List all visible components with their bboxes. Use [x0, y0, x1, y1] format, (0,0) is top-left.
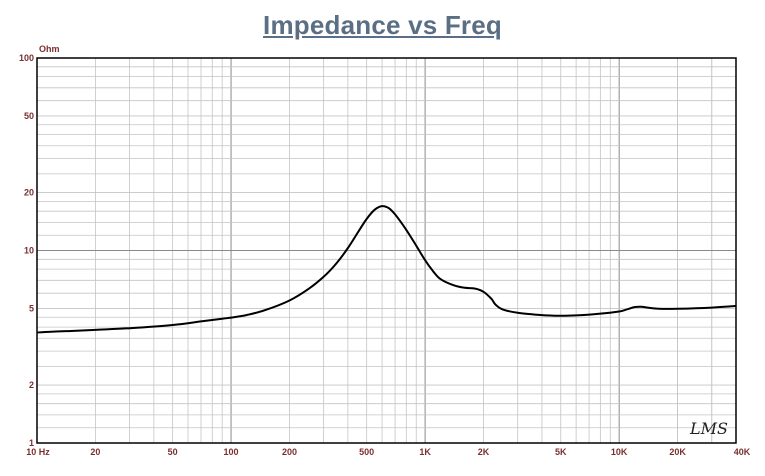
y-tick-label: 2 — [29, 380, 34, 390]
y-tick-label: 20 — [24, 188, 34, 198]
x-tick-label: 50 — [168, 447, 178, 457]
chart-title: Impedance vs Freq — [263, 10, 502, 40]
plot-frame — [36, 57, 737, 444]
x-tick-label: 10K — [611, 447, 628, 457]
x-tick-label: 100 — [224, 447, 239, 457]
x-tick-label: 20 — [90, 447, 100, 457]
x-tick-label: 10 Hz — [26, 447, 50, 457]
x-tick-label: 2K — [478, 447, 490, 457]
impedance-curve — [36, 205, 737, 334]
x-tick-label: 1K — [419, 447, 431, 457]
x-tick-label: 20K — [669, 447, 686, 457]
y-tick-label: 5 — [29, 303, 34, 313]
y-tick-label: 100 — [19, 53, 34, 63]
y-axis-unit: Ohm — [39, 44, 60, 54]
y-tick-label: 50 — [24, 111, 34, 121]
x-tick-label: 200 — [282, 447, 297, 457]
x-tick-label: 500 — [359, 447, 374, 457]
y-tick-labels: 1 2 5 10 20 50 100 — [19, 53, 34, 448]
y-tick-label: 10 — [24, 246, 34, 256]
x-tick-label: 5K — [555, 447, 567, 457]
x-tick-label: 40K — [734, 447, 751, 457]
grid-lines — [36, 57, 737, 444]
x-tick-labels: 10 Hz 20 50 100 200 500 1K 2K 5K 10K 20K 40K — [26, 447, 751, 457]
y-tick-label: 1 — [29, 438, 34, 448]
lms-logo: LMS — [689, 419, 728, 438]
